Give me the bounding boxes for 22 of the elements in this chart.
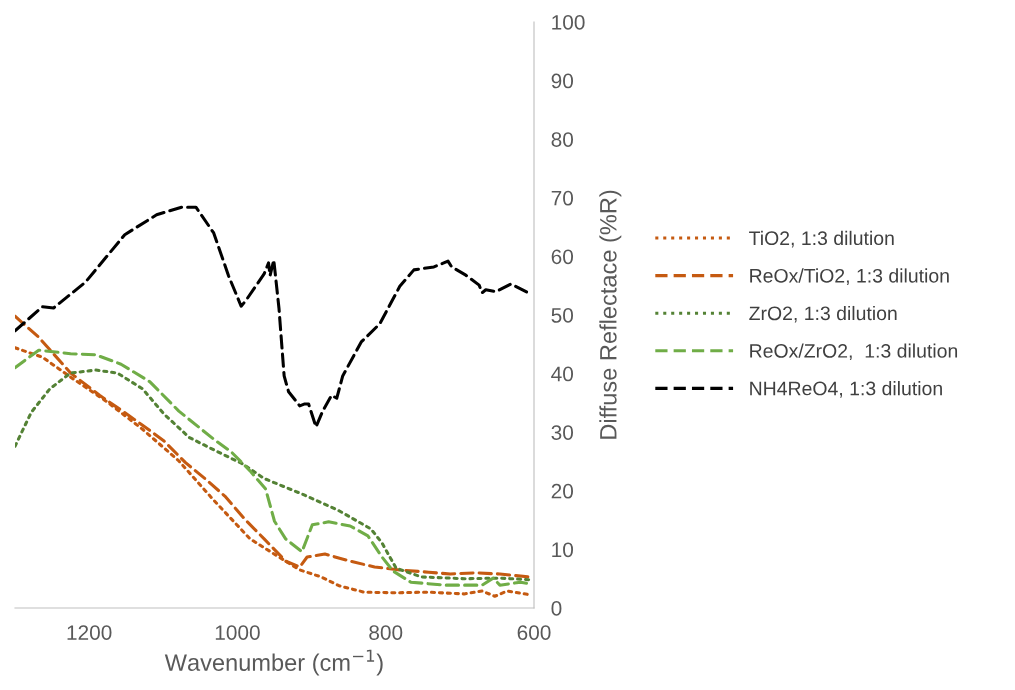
legend-label: ReOx/ZrO2, 1:3 dilution xyxy=(750,343,958,361)
x-axis-title: Wavenumber (cm$^{−1}$) xyxy=(164,649,383,676)
y-tick-label: 20 xyxy=(551,483,574,499)
y-tick-label: 30 xyxy=(551,425,574,440)
x-tick-label: 600 xyxy=(517,625,551,640)
legend-label: ReOx/TiO2, 1:3 dilution xyxy=(750,268,949,285)
y-axis-title: Diffuse Reflectace (%R) xyxy=(599,190,622,439)
y-tick-label: 100 xyxy=(552,15,585,30)
y-tick-label: 50 xyxy=(551,308,574,323)
y-tick-label: 40 xyxy=(551,366,574,382)
y-tick-label: 70 xyxy=(551,190,574,206)
y-tick-label: 0 xyxy=(551,601,562,616)
y-tick-label: 60 xyxy=(551,249,574,265)
legend-label: NH4ReO4, 1:3 dilution xyxy=(750,381,942,398)
y-tick-label: 90 xyxy=(551,73,574,89)
legend-label: TiO2, 1:3 dilution xyxy=(749,230,894,248)
x-tick-label: 1000 xyxy=(215,625,260,640)
x-tick-label: 800 xyxy=(369,625,403,640)
y-tick-label: 80 xyxy=(551,132,574,147)
x-tick-label: 1200 xyxy=(67,625,112,640)
legend-label: ZrO2, 1:3 dilution xyxy=(749,305,897,323)
y-tick-label: 10 xyxy=(552,542,574,558)
